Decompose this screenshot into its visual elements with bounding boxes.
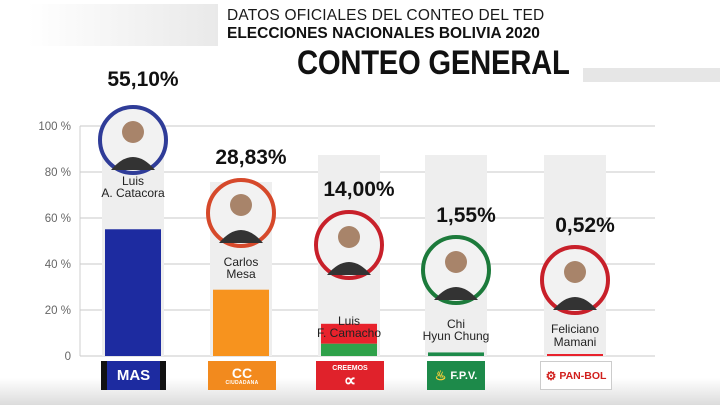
party-badge-fpv-label: F.P.V.	[450, 369, 478, 382]
candidate-name: A. Catacora	[101, 186, 165, 200]
candidate-name: Luis	[338, 314, 360, 328]
party-badge-cc: CC CIUDADANA	[208, 361, 276, 390]
value-label: 28,83%	[215, 146, 287, 169]
party-badge-cc-sublabel: CIUDADANA	[225, 379, 259, 386]
header-band	[28, 4, 218, 46]
creemos-symbol-icon: ∝	[343, 370, 357, 390]
portrait-head-icon	[230, 194, 252, 216]
y-tick-label: 40 %	[45, 259, 71, 271]
candidate-name: Mamani	[554, 335, 597, 349]
value-label: 0,52%	[555, 214, 615, 237]
header-subtitle: DATOS OFICIALES DEL CONTEO DEL TED	[227, 7, 545, 24]
bar	[213, 289, 269, 356]
portrait-head-icon	[338, 226, 360, 248]
y-tick-label: 100 %	[38, 121, 71, 133]
header-election-name: ELECCIONES NACIONALES BOLIVIA 2020	[227, 25, 540, 42]
bar	[428, 352, 484, 356]
bar	[321, 323, 377, 344]
y-tick-label: 20 %	[45, 305, 71, 317]
bar	[547, 354, 603, 356]
candidate-name: Mesa	[226, 267, 256, 281]
gear-icon: ⚙	[545, 368, 557, 383]
page-title: CONTEO GENERAL	[297, 44, 570, 82]
candidate-name: Feliciano	[551, 322, 599, 336]
y-tick-label: 80 %	[45, 167, 71, 179]
title-accent-bar	[583, 68, 720, 82]
y-tick-label: 0	[65, 351, 71, 363]
party-badge-fpv: ♨ F.P.V.	[427, 361, 485, 390]
y-tick-label: 60 %	[45, 213, 71, 225]
portrait-body-icon	[553, 297, 597, 310]
torch-icon: ♨	[434, 367, 447, 383]
party-badge-cc-label: CC	[231, 364, 253, 381]
party-badge-mas: MAS	[101, 361, 166, 390]
candidate-name: Chi	[447, 317, 465, 331]
party-badge-creemos-label: CREEMOS	[332, 364, 368, 372]
portrait-head-icon	[445, 251, 467, 273]
portrait-head-icon	[122, 121, 144, 143]
candidate-name: Carlos	[224, 255, 259, 269]
bar	[105, 229, 161, 356]
party-badge-panbol-label: PAN-BOL	[559, 369, 607, 382]
value-label: 1,55%	[436, 204, 496, 227]
party-badge-creemos: CREEMOS ∝	[316, 361, 384, 390]
bar-stripe	[321, 343, 377, 356]
portrait-head-icon	[564, 261, 586, 283]
portrait-body-icon	[219, 230, 263, 243]
party-badge-mas-label: MAS	[116, 367, 151, 384]
portrait-body-icon	[327, 262, 371, 275]
candidate-name: F. Camacho	[317, 326, 381, 340]
candidate-name: Hyun Chung	[423, 329, 490, 343]
value-label: 55,10%	[107, 68, 179, 91]
portrait-body-icon	[111, 157, 155, 170]
value-label: 14,00%	[323, 178, 395, 201]
portrait-body-icon	[434, 287, 478, 300]
candidate-name: Luis	[122, 174, 144, 188]
party-badge-panbol: ⚙ PAN-BOL	[540, 361, 612, 390]
